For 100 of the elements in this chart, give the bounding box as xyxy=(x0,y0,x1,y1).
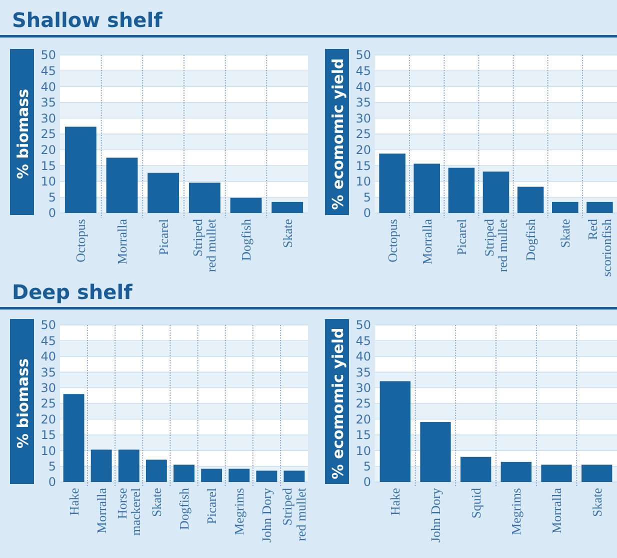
bar xyxy=(517,186,544,213)
y-tick-label: 10 xyxy=(40,444,56,458)
x-tick-label: Striped red mullet xyxy=(280,488,308,542)
y-axis-title: % ecomomic yield xyxy=(329,58,347,210)
bar xyxy=(414,164,440,213)
y-tick-label: 15 xyxy=(356,158,371,173)
x-tick-label: Skate xyxy=(558,218,573,248)
y-tick-label: 0 xyxy=(48,475,56,490)
chart-title: Deep shelf xyxy=(12,280,133,304)
y-tick-label: 45 xyxy=(356,334,371,348)
y-axis-title: % biomass xyxy=(14,88,32,180)
y-tick-label: 40 xyxy=(40,350,56,364)
y-axis-title: % biomass xyxy=(14,358,32,449)
bar xyxy=(90,450,112,482)
y-tick-label: 10 xyxy=(356,444,371,458)
y-tick-label: 15 xyxy=(40,428,56,442)
x-tick-label: Squid xyxy=(468,488,484,518)
y-tick-label: 50 xyxy=(356,318,371,332)
bar xyxy=(272,202,304,213)
y-tick-label: 20 xyxy=(356,143,371,157)
y-tick-label: 30 xyxy=(356,111,371,126)
x-tick-label: Skate xyxy=(148,488,164,517)
y-tick-label: 25 xyxy=(40,127,56,142)
x-tick-label: Morralla xyxy=(114,218,130,264)
bar xyxy=(420,422,451,482)
y-tick-label: 35 xyxy=(356,365,371,380)
x-tick-label: Red scorionfish xyxy=(585,218,614,277)
y-tick-label: 20 xyxy=(40,143,56,157)
x-tick-label: Horse mackerel xyxy=(114,488,143,536)
bar xyxy=(500,462,532,482)
y-tick-label: 45 xyxy=(40,64,56,78)
y-tick-label: 35 xyxy=(40,365,56,380)
x-tick-label: Dogfish xyxy=(176,488,192,530)
y-tick-label: 35 xyxy=(40,96,56,110)
y-tick-label: 10 xyxy=(356,174,371,189)
bar xyxy=(106,158,138,213)
x-tick-label: Morralla xyxy=(419,218,434,264)
y-tick-label: 25 xyxy=(356,127,371,142)
y-tick-label: 45 xyxy=(356,64,371,78)
y-tick-label: 40 xyxy=(356,80,371,94)
y-tick-label: 0 xyxy=(363,206,371,220)
bar xyxy=(460,456,492,482)
y-tick-label: 20 xyxy=(40,412,56,426)
x-tick-label: Striped red mullet xyxy=(190,218,219,272)
y-tick-label: 5 xyxy=(48,460,56,474)
x-tick-label: Morralla xyxy=(549,488,564,534)
y-tick-label: 30 xyxy=(40,111,56,126)
bar xyxy=(64,126,96,213)
y-tick-label: 0 xyxy=(48,206,56,220)
x-tick-label: Picarel xyxy=(454,218,469,256)
y-tick-label: 35 xyxy=(356,96,371,110)
x-tick-label: Dogfish xyxy=(523,218,538,261)
x-tick-label: Picarel xyxy=(156,218,171,256)
x-tick-label: Striped red mullet xyxy=(481,218,510,272)
bar xyxy=(586,202,613,213)
y-tick-label: 0 xyxy=(363,475,371,490)
y-tick-label: 20 xyxy=(356,412,371,426)
x-tick-label: John Dory xyxy=(428,488,444,543)
x-tick-label: Picarel xyxy=(204,488,220,524)
y-tick-label: 45 xyxy=(40,334,56,348)
y-tick-label: 15 xyxy=(40,158,56,173)
y-tick-label: 50 xyxy=(40,48,56,62)
y-tick-label: 5 xyxy=(48,190,56,204)
y-tick-label: 25 xyxy=(40,396,56,411)
bar xyxy=(256,470,278,482)
bar xyxy=(63,394,84,482)
y-tick-label: 5 xyxy=(363,190,371,204)
y-tick-label: 50 xyxy=(356,48,371,62)
y-tick-label: 50 xyxy=(40,318,56,332)
y-tick-label: 30 xyxy=(356,381,371,395)
y-tick-label: 15 xyxy=(356,428,371,442)
y-tick-label: 10 xyxy=(40,174,56,189)
y-tick-label: 40 xyxy=(356,350,371,364)
y-tick-label: 30 xyxy=(40,381,56,395)
bar xyxy=(379,154,406,213)
x-tick-label: Megrims xyxy=(508,488,524,535)
bar xyxy=(174,464,194,482)
x-tick-label: John Dory xyxy=(259,488,274,543)
bar xyxy=(448,168,475,213)
bar xyxy=(482,172,510,213)
x-tick-label: Megrims xyxy=(232,488,247,535)
x-tick-label: Dogfish xyxy=(238,218,254,261)
bar xyxy=(148,172,180,213)
bar xyxy=(228,468,250,482)
x-tick-label: Hake xyxy=(66,488,82,516)
chart-title: Shallow shelf xyxy=(12,8,163,32)
y-tick-label: 25 xyxy=(356,396,371,411)
x-tick-label: Octopus xyxy=(73,219,88,262)
bar xyxy=(380,381,410,482)
y-tick-label: 40 xyxy=(40,80,56,94)
bar xyxy=(146,460,167,482)
y-axis-title: % ecomomic yield xyxy=(329,328,347,480)
y-tick-label: 5 xyxy=(363,460,371,474)
bar xyxy=(582,464,612,482)
x-tick-label: Hake xyxy=(388,488,403,516)
bar xyxy=(230,198,262,213)
bar xyxy=(201,468,222,482)
bar xyxy=(284,470,305,482)
x-tick-label: Skate xyxy=(280,218,295,248)
x-tick-label: Morralla xyxy=(94,488,109,534)
